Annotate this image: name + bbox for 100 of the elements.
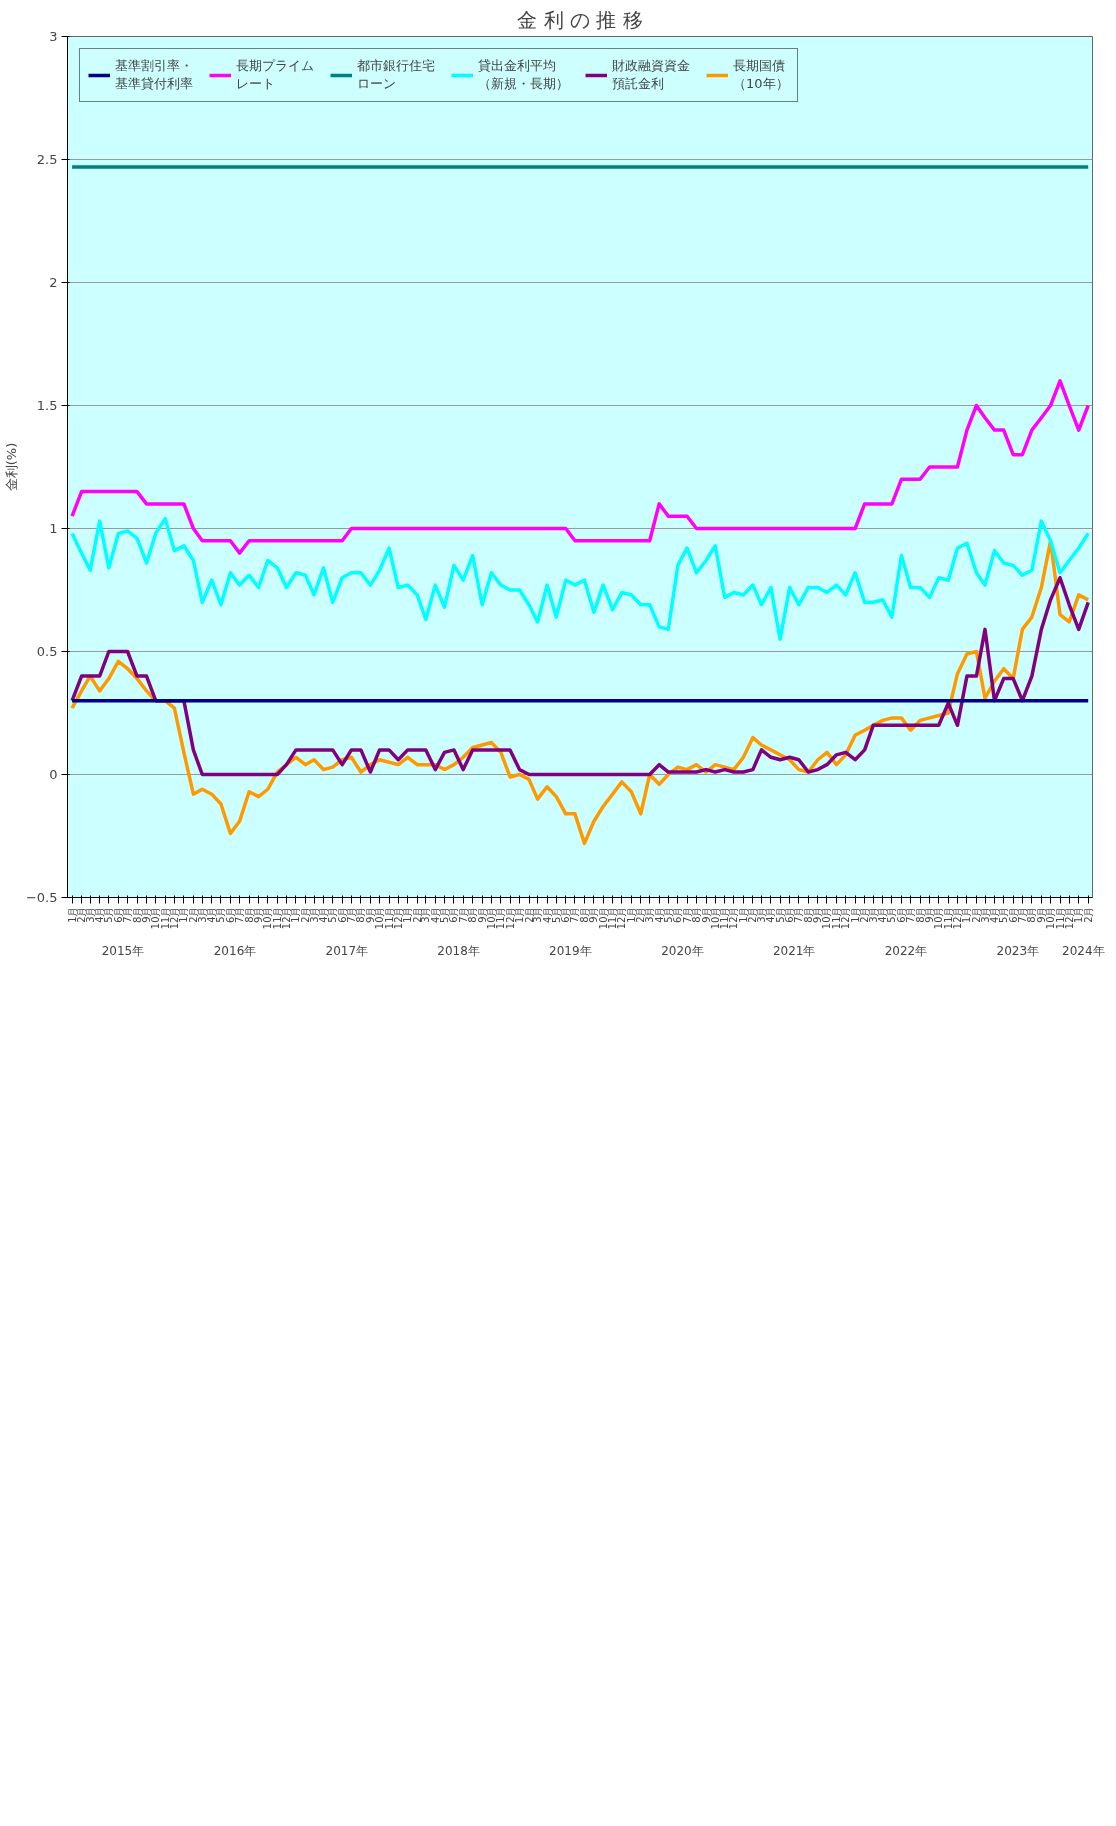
- x-tick-label: 9月: [700, 906, 712, 923]
- y-tick-label: 0.5: [36, 644, 58, 659]
- x2-tick-label: 2015年: [101, 943, 145, 958]
- x-tick-label: 12月: [504, 906, 516, 930]
- x-tick-label: 7月: [234, 906, 246, 923]
- y-tick-label: 1: [49, 521, 58, 536]
- y-tick-label: 2: [49, 275, 58, 290]
- x-tick-label: 9月: [1035, 906, 1047, 923]
- x-tick-label: 10月: [1045, 906, 1057, 930]
- x-tick-label: 8月: [914, 906, 926, 923]
- x-tick-label: 1月: [737, 906, 749, 923]
- x-tick-label: 5月: [886, 906, 898, 923]
- x-tick-label: 1月: [1073, 906, 1085, 923]
- x-tick-label: 2月: [1082, 906, 1094, 923]
- x-tick-label: 12月: [840, 906, 852, 930]
- x-tick-label: 2月: [523, 906, 535, 923]
- legend-label: 都市銀行住宅ローン: [357, 57, 435, 93]
- x-tick-label: 8月: [802, 906, 814, 923]
- x-tick-label: 2月: [970, 906, 982, 923]
- x-tick-label: 11月: [159, 906, 171, 930]
- x-tick-label: 7月: [457, 906, 469, 923]
- x-tick-label: 7月: [122, 906, 134, 923]
- y-tick-label: 0: [49, 767, 58, 782]
- legend-label: 財政融資資金預託金利: [612, 57, 690, 93]
- x-tick-label: 5月: [327, 906, 339, 923]
- x-tick-label: 11月: [1054, 906, 1066, 930]
- x-tick-label: 5月: [998, 906, 1010, 923]
- x-tick-label: 1月: [178, 906, 190, 923]
- x-tick-label: 7月: [793, 906, 805, 923]
- x-tick-label: 6月: [112, 906, 124, 923]
- x-tick-label: 3月: [420, 906, 432, 923]
- x-tick-label: 10月: [262, 906, 274, 930]
- x-tick-label: 12月: [728, 906, 740, 930]
- x-tick-label: 7月: [569, 906, 581, 923]
- x-tick-label: 2月: [299, 906, 311, 923]
- legend-label: 貸出金利平均（新規・長期）: [478, 57, 569, 93]
- x2-tick-label: 2017年: [325, 943, 369, 958]
- x-tick-label: 4月: [989, 906, 1000, 923]
- x-tick-label: 10月: [933, 906, 945, 930]
- x-tick-label: 12月: [616, 906, 628, 930]
- y-tick-label: 1.5: [36, 398, 58, 413]
- y-tick-label: 2.5: [36, 152, 58, 167]
- x-tick-label: 11月: [383, 906, 395, 930]
- line-series: [70, 516, 1090, 641]
- x-tick-label: 8月: [355, 906, 367, 923]
- x-tick-label: 1月: [514, 906, 526, 923]
- x-tick-label: 8月: [1026, 906, 1038, 923]
- x-tick-label: 4月: [541, 906, 553, 923]
- legend-label: 基準割引率・基準貸付利率: [115, 57, 193, 93]
- x-tick-label: 10月: [597, 906, 609, 930]
- x-tick-label: 6月: [1007, 906, 1019, 923]
- x-tick-label: 9月: [364, 906, 376, 923]
- x-tick-label: 3月: [644, 906, 656, 923]
- x2-tick-label: 2020年: [661, 943, 704, 958]
- y-tick-label: −0.5: [25, 890, 58, 905]
- x2-tick-label: 2018年: [437, 943, 480, 958]
- x-tick-label: 6月: [224, 906, 236, 923]
- x-tick-label: 1月: [290, 906, 302, 923]
- x-tick-label: 8月: [131, 906, 143, 923]
- x-tick-label: 9月: [476, 906, 488, 923]
- line-series: [70, 379, 1090, 555]
- x2-tick-label: 2023年: [996, 943, 1040, 958]
- x-tick-label: 10月: [374, 906, 386, 930]
- x-tick-label: 11月: [942, 906, 954, 930]
- x-tick-label: 1月: [402, 906, 414, 923]
- x-tick-label: 8月: [467, 906, 479, 923]
- x-tick-label: 5月: [215, 906, 227, 923]
- x-tick-label: 2月: [411, 906, 423, 923]
- x2-tick-label: 2024年: [1062, 943, 1105, 958]
- x-tick-label: 10月: [821, 906, 833, 930]
- x-tick-label: 1月: [849, 906, 861, 923]
- x-tick-label: 8月: [691, 906, 703, 923]
- x-tick-label: 6月: [672, 906, 684, 923]
- chart-title: 金 利 の 推 移: [517, 7, 643, 32]
- x-tick-label: 1月: [625, 906, 637, 923]
- x-tick-label: 4月: [765, 906, 777, 923]
- x-tick-label: 11月: [830, 906, 842, 930]
- x-tick-label: 4月: [429, 906, 441, 923]
- x-tick-label: 1月: [961, 906, 973, 923]
- x-tick-label: 5月: [103, 906, 115, 923]
- x-tick-label: 10月: [150, 906, 162, 930]
- x-tick-label: 6月: [448, 906, 460, 923]
- y-axis-title: 金利(%): [3, 442, 19, 492]
- x-tick-label: 7月: [681, 906, 693, 923]
- x-tick-label: 6月: [895, 906, 907, 923]
- x-tick-label: 6月: [336, 906, 348, 923]
- legend-label: 長期プライムレート: [236, 57, 314, 93]
- x2-tick-label: 2019年: [549, 943, 592, 958]
- x-tick-label: 1月: [66, 906, 78, 923]
- x-tick-label: 8月: [243, 906, 255, 923]
- x2-tick-label: 2022年: [884, 943, 928, 958]
- x-tick-label: 7月: [905, 906, 917, 923]
- x-tick-label: 11月: [271, 906, 283, 930]
- line-series: [70, 575, 1090, 777]
- x2-tick-label: 2021年: [772, 943, 816, 958]
- x-tick-label: 11月: [495, 906, 507, 930]
- x-tick-label: 9月: [588, 906, 600, 923]
- x-tick-label: 5月: [774, 906, 786, 923]
- x-tick-label: 4月: [653, 906, 665, 923]
- x-tick-label: 2月: [187, 906, 199, 923]
